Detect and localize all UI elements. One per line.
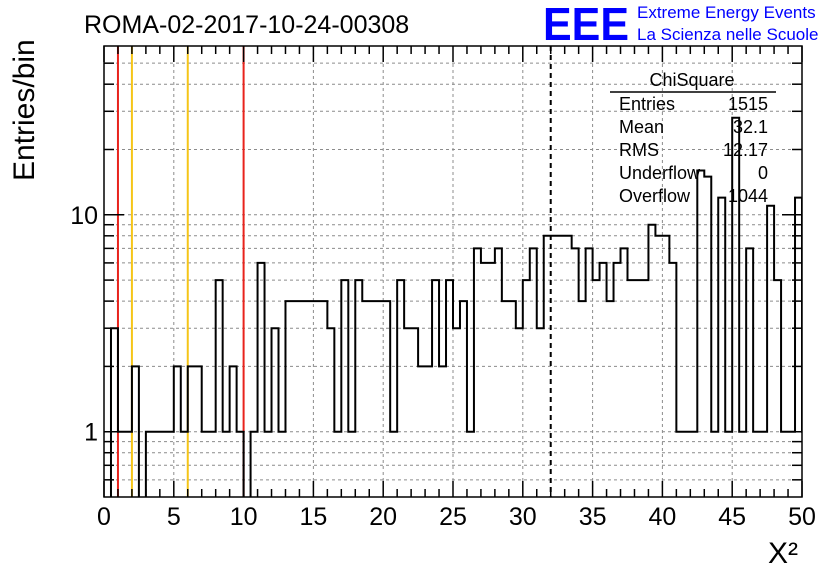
- y-axis-label: Entries/bin: [8, 39, 41, 181]
- stats-title: ChiSquare: [649, 70, 734, 90]
- stats-box: ChiSquare Entries 1515 Mean 32.1 RMS 12.…: [610, 70, 776, 206]
- brand-line-2: La Scienza nelle Scuole: [637, 25, 818, 44]
- stats-label-underflow: Underflow: [619, 163, 701, 183]
- y-tick-label: 10: [70, 202, 98, 230]
- stats-label-mean: Mean: [619, 117, 664, 137]
- x-tick-label: 45: [718, 503, 746, 531]
- y-tick-label: 1: [84, 419, 98, 447]
- x-tick-label: 20: [369, 503, 397, 531]
- x-tick-label: 30: [509, 503, 537, 531]
- stats-value-mean: 32.1: [733, 117, 768, 137]
- stats-value-overflow: 1044: [728, 186, 768, 206]
- stats-label-rms: RMS: [619, 140, 659, 160]
- brand-line-1: Extreme Energy Events: [637, 3, 816, 22]
- eee-logo: EEE: [543, 0, 629, 50]
- x-tick-label: 40: [648, 503, 676, 531]
- x-tick-label: 25: [439, 503, 467, 531]
- x-tick-label: 35: [579, 503, 607, 531]
- stats-value-underflow: 0: [758, 163, 768, 183]
- x-tick-label: 15: [299, 503, 327, 531]
- stats-value-entries: 1515: [728, 94, 768, 114]
- chart-title: ROMA-02-2017-10-24-00308: [84, 11, 409, 39]
- x-tick-label: 5: [167, 503, 181, 531]
- stats-label-entries: Entries: [619, 94, 675, 114]
- stats-label-overflow: Overflow: [619, 186, 691, 206]
- x-tick-label: 10: [230, 503, 258, 531]
- x-axis-label: X²: [768, 537, 798, 570]
- stats-value-rms: 12.17: [723, 140, 768, 160]
- histogram-line: [109, 116, 802, 497]
- x-tick-label: 0: [97, 503, 111, 531]
- axis-ticks: [103, 46, 803, 497]
- x-tick-label: 50: [788, 503, 816, 531]
- tick-labels: 0 5 10 15 20 25 30 35 40 45 50 1 10: [70, 202, 816, 531]
